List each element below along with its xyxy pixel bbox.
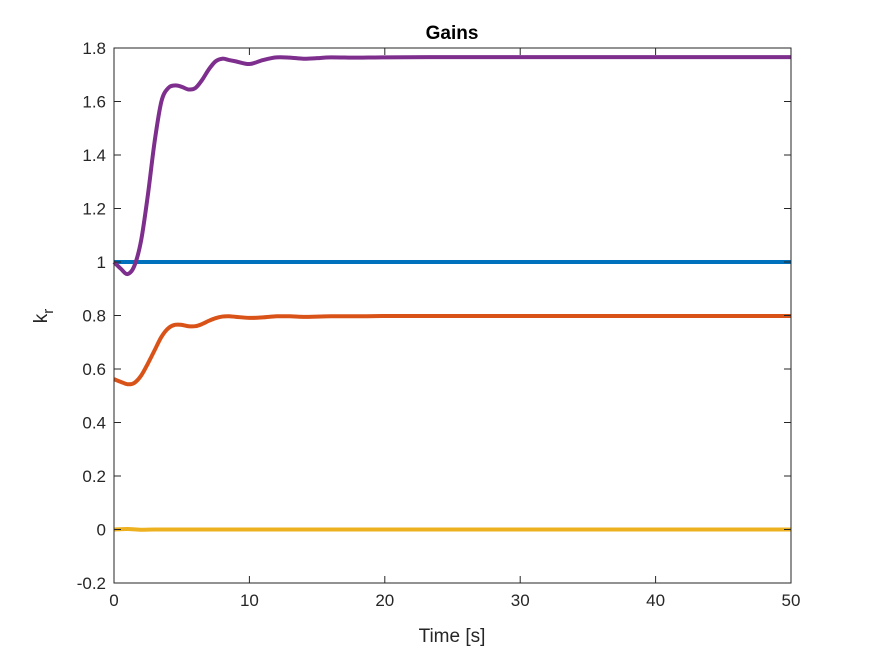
x-tick-label: 0: [109, 591, 118, 610]
y-tick-label: 1.8: [82, 39, 106, 58]
y-tick-label: 1.6: [82, 93, 106, 112]
series-line-2: [113, 314, 791, 387]
series-line-4: [112, 55, 791, 277]
y-tick-label: 1: [97, 253, 106, 272]
x-tick-label: 40: [646, 591, 665, 610]
plot-border: [113, 47, 792, 584]
y-axis-label-main: k: [31, 313, 52, 323]
y-tick-label: 0.8: [82, 307, 106, 326]
y-tick-label: 0.2: [82, 467, 106, 486]
y-axis-label: kr: [31, 309, 57, 324]
y-tick-label: 0: [97, 521, 106, 540]
series-line-3: [113, 526, 791, 532]
x-tick-label: 20: [375, 591, 394, 610]
x-axis-label: Time [s]: [419, 626, 486, 647]
tick-layer: 0 10 20 30 40 50-0.200.20.40.60.811.21.41.61.…: [77, 39, 801, 610]
x-tick-label: 30: [511, 591, 530, 610]
y-tick-label: -0.2: [77, 574, 106, 593]
y-axis-label-subscript: r: [40, 309, 57, 314]
y-tick-label: 0.6: [82, 360, 106, 379]
series-layer: [112, 55, 791, 532]
y-tick-label: 1.2: [82, 200, 106, 219]
y-tick-label: 1.4: [82, 146, 106, 165]
x-tick-label: 50: [782, 591, 801, 610]
svg-text:kr: kr: [31, 309, 57, 324]
chart-title: Gains: [426, 23, 479, 44]
y-tick-label: 0.4: [82, 414, 106, 433]
x-tick-label: 10: [240, 591, 259, 610]
